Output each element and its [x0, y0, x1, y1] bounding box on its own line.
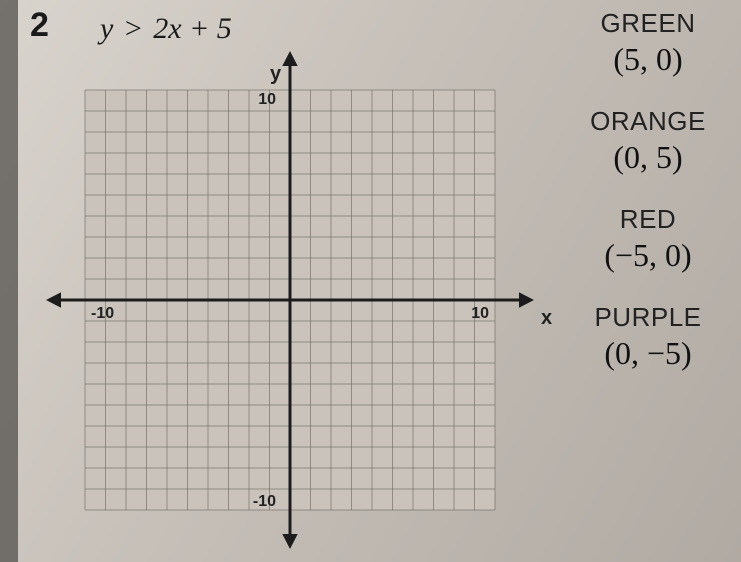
page-margin	[0, 0, 18, 562]
question-number: 2	[30, 6, 49, 45]
inequality-expression: y > 2x + 5	[100, 12, 232, 46]
svg-text:y: y	[270, 63, 282, 85]
answer-green: GREEN (5, 0)	[555, 8, 741, 78]
answer-label: ORANGE	[555, 106, 741, 137]
answer-point: (0, −5)	[555, 335, 741, 372]
answer-choices: GREEN (5, 0) ORANGE (0, 5) RED (−5, 0) P…	[555, 0, 741, 400]
answer-red: RED (−5, 0)	[555, 204, 741, 274]
svg-text:-10: -10	[91, 305, 114, 322]
answer-point: (0, 5)	[555, 139, 741, 176]
answer-label: PURPLE	[555, 302, 741, 333]
svg-text:10: 10	[258, 91, 276, 108]
coordinate-grid: 10-1010-10yx	[40, 60, 540, 550]
answer-orange: ORANGE (0, 5)	[555, 106, 741, 176]
svg-text:10: 10	[471, 305, 489, 322]
svg-text:-10: -10	[253, 493, 276, 510]
answer-label: RED	[555, 204, 741, 235]
answer-point: (5, 0)	[555, 41, 741, 78]
answer-purple: PURPLE (0, −5)	[555, 302, 741, 372]
svg-text:x: x	[541, 307, 552, 329]
answer-point: (−5, 0)	[555, 237, 741, 274]
answer-label: GREEN	[555, 8, 741, 39]
